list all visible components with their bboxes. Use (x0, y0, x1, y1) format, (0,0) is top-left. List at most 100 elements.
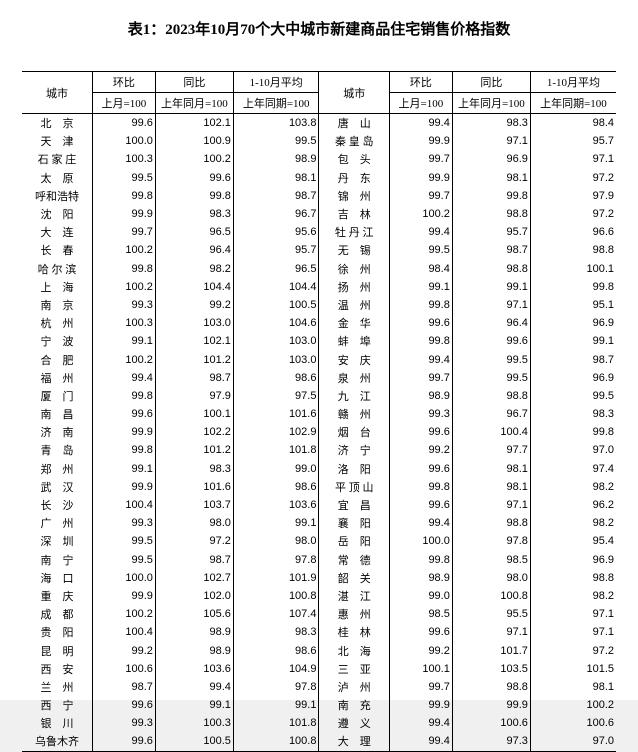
subheader-prev-month-right: 上月=100 (389, 93, 452, 114)
yoy-cell: 99.8 (155, 187, 233, 205)
city-cell: 惠 州 (319, 605, 389, 623)
avg-cell: 96.5 (233, 260, 319, 278)
avg-cell: 97.9 (530, 187, 616, 205)
city-cell: 上 海 (22, 278, 92, 296)
avg-cell: 100.6 (530, 714, 616, 732)
avg-cell: 98.7 (233, 187, 319, 205)
mom-cell: 99.3 (92, 714, 155, 732)
yoy-cell: 98.1 (452, 460, 530, 478)
table-row: 银 川99.3100.3101.8遵 义99.4100.6100.6 (22, 714, 616, 732)
mom-cell: 99.7 (389, 678, 452, 696)
yoy-cell: 99.1 (452, 278, 530, 296)
city-cell: 石 家 庄 (22, 150, 92, 168)
yoy-cell: 98.7 (155, 369, 233, 387)
mom-cell: 99.2 (389, 641, 452, 659)
city-cell: 烟 台 (319, 423, 389, 441)
mom-cell: 99.3 (389, 405, 452, 423)
table-row: 石 家 庄100.3100.298.9包 头99.796.997.1 (22, 150, 616, 168)
avg-cell: 95.1 (530, 296, 616, 314)
mom-cell: 99.4 (389, 732, 452, 751)
mom-cell: 100.0 (92, 569, 155, 587)
yoy-cell: 98.9 (155, 641, 233, 659)
city-cell: 常 德 (319, 551, 389, 569)
avg-cell: 104.6 (233, 314, 319, 332)
mom-cell: 99.7 (389, 369, 452, 387)
mom-cell: 100.2 (92, 605, 155, 623)
avg-cell: 96.6 (530, 223, 616, 241)
yoy-cell: 98.8 (452, 514, 530, 532)
mom-cell: 99.9 (389, 696, 452, 714)
yoy-cell: 103.0 (155, 314, 233, 332)
mom-cell: 100.0 (389, 532, 452, 550)
city-cell: 成 都 (22, 605, 92, 623)
avg-cell: 95.4 (530, 532, 616, 550)
mom-cell: 99.4 (92, 369, 155, 387)
avg-cell: 97.0 (530, 441, 616, 459)
mom-cell: 99.5 (92, 169, 155, 187)
city-cell: 济 宁 (319, 441, 389, 459)
city-cell: 洛 阳 (319, 460, 389, 478)
city-cell: 安 庆 (319, 350, 389, 368)
avg-cell: 95.7 (233, 241, 319, 259)
yoy-cell: 99.6 (452, 332, 530, 350)
avg-cell: 100.8 (233, 587, 319, 605)
yoy-cell: 96.7 (452, 405, 530, 423)
table-row: 乌鲁木齐99.6100.5100.8大 理99.497.397.0 (22, 732, 616, 751)
mom-cell: 99.1 (92, 332, 155, 350)
yoy-cell: 100.1 (155, 405, 233, 423)
yoy-cell: 99.4 (155, 678, 233, 696)
mom-cell: 99.7 (92, 223, 155, 241)
yoy-cell: 103.7 (155, 496, 233, 514)
table-row: 沈 阳99.998.396.7吉 林100.298.897.2 (22, 205, 616, 223)
avg-cell: 97.2 (530, 641, 616, 659)
city-cell: 大 理 (319, 732, 389, 751)
header-tb-left: 同比 (155, 72, 233, 93)
mom-cell: 99.4 (389, 714, 452, 732)
mom-cell: 99.8 (389, 478, 452, 496)
city-cell: 乌鲁木齐 (22, 732, 92, 751)
yoy-cell: 101.7 (452, 641, 530, 659)
city-cell: 三 亚 (319, 660, 389, 678)
avg-cell: 97.4 (530, 460, 616, 478)
yoy-cell: 98.2 (155, 260, 233, 278)
avg-cell: 97.8 (233, 678, 319, 696)
subheader-prev-year-month-right: 上年同月=100 (452, 93, 530, 114)
avg-cell: 97.8 (233, 551, 319, 569)
avg-cell: 101.8 (233, 441, 319, 459)
yoy-cell: 97.3 (452, 732, 530, 751)
avg-cell: 97.2 (530, 169, 616, 187)
yoy-cell: 102.1 (155, 114, 233, 133)
table-row: 上 海100.2104.4104.4扬 州99.199.199.8 (22, 278, 616, 296)
mom-cell: 98.7 (92, 678, 155, 696)
city-cell: 呼和浩特 (22, 187, 92, 205)
table-row: 南 昌99.6100.1101.6赣 州99.396.798.3 (22, 405, 616, 423)
yoy-cell: 99.9 (452, 696, 530, 714)
yoy-cell: 98.3 (155, 205, 233, 223)
avg-cell: 103.8 (233, 114, 319, 133)
mom-cell: 99.2 (389, 441, 452, 459)
city-cell: 太 原 (22, 169, 92, 187)
city-cell: 温 州 (319, 296, 389, 314)
city-cell: 大 连 (22, 223, 92, 241)
avg-cell: 101.8 (233, 714, 319, 732)
table-row: 郑 州99.198.399.0洛 阳99.698.197.4 (22, 460, 616, 478)
city-cell: 西 宁 (22, 696, 92, 714)
city-cell: 桂 林 (319, 623, 389, 641)
yoy-cell: 97.1 (452, 496, 530, 514)
table-body: 北 京99.6102.1103.8唐 山99.498.398.4天 津100.0… (22, 114, 616, 752)
table-row: 成 都100.2105.6107.4惠 州98.595.597.1 (22, 605, 616, 623)
table-row: 西 安100.6103.6104.9三 亚100.1103.5101.5 (22, 660, 616, 678)
city-cell: 广 州 (22, 514, 92, 532)
city-cell: 襄 阳 (319, 514, 389, 532)
avg-cell: 102.9 (233, 423, 319, 441)
price-index-table: 城市 环比 同比 1-10月平均 城市 环比 同比 1-10月平均 上月=100… (22, 71, 616, 752)
avg-cell: 101.6 (233, 405, 319, 423)
yoy-cell: 100.5 (155, 732, 233, 751)
table-row: 南 京99.399.2100.5温 州99.897.195.1 (22, 296, 616, 314)
city-cell: 南 宁 (22, 551, 92, 569)
city-cell: 包 头 (319, 150, 389, 168)
avg-cell: 99.5 (233, 132, 319, 150)
yoy-cell: 104.4 (155, 278, 233, 296)
mom-cell: 100.4 (92, 623, 155, 641)
city-cell: 长 沙 (22, 496, 92, 514)
